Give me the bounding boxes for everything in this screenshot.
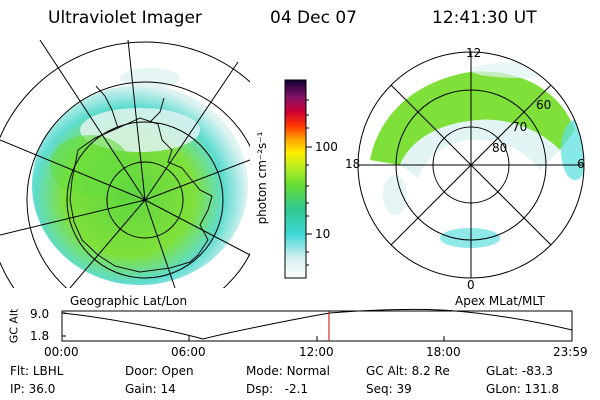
colorbar-tick-10: 10 <box>315 227 331 241</box>
dsp-value: -2.1 <box>284 382 309 396</box>
ip-status: IP: 36.0 <box>10 382 56 396</box>
geographic-map <box>0 40 250 288</box>
dsp-status: Dsp: -2.1 <box>246 382 309 396</box>
altitude-strip <box>61 308 573 342</box>
time-tick-0000: 00:00 <box>44 345 79 359</box>
altitude-ylabel: GC Alt <box>7 308 21 344</box>
seq-status: Seq: 39 <box>366 382 412 396</box>
mlt-label-6: 6 <box>577 157 585 171</box>
time-tick-2359: 23:59 <box>553 345 588 359</box>
mode-value: Normal <box>286 364 330 378</box>
glon-status: GLon: 131.8 <box>486 382 559 396</box>
gcalt-status: GC Alt: 8.2 Re <box>366 364 450 378</box>
mlt-label-18: 18 <box>345 157 361 171</box>
altitude-curve <box>61 308 573 340</box>
right-map-caption: Apex MLat/MLT <box>455 294 545 308</box>
magnetic-map <box>357 51 585 279</box>
filter-value: LBHL <box>32 364 64 378</box>
door-value: Open <box>161 364 194 378</box>
seq-value: 39 <box>396 382 412 396</box>
time-tick-1200: 12:00 <box>299 345 334 359</box>
glon-value: 131.8 <box>524 382 559 396</box>
altitude-ytick-high: 9.0 <box>30 307 50 321</box>
aurora-oval-right <box>370 71 575 165</box>
mlt-label-0: 0 <box>467 278 475 292</box>
glat-value: -83.3 <box>521 364 553 378</box>
instrument-title: Ultraviolet Imager <box>48 8 202 28</box>
gain-status: Gain: 14 <box>125 382 176 396</box>
colorbar-tick-100: 100 <box>315 140 338 154</box>
continent-outline <box>69 117 213 273</box>
mlat-label-60: 60 <box>536 98 552 112</box>
filter-status: Flt: LBHL <box>10 364 64 378</box>
mlat-label-80: 80 <box>492 141 508 155</box>
left-map-caption: Geographic Lat/Lon <box>70 294 188 308</box>
time-tick-1800: 18:00 <box>426 345 461 359</box>
time-label: 12:41:30 UT <box>432 8 537 28</box>
mode-status: Mode: Normal <box>246 364 330 378</box>
glat-status: GLat: -83.3 <box>486 364 553 378</box>
colorbar-unit-label: photon cm⁻²s⁻¹ <box>255 131 269 225</box>
gain-value: 14 <box>160 382 176 396</box>
door-status: Door: Open <box>125 364 194 378</box>
mlt-label-12: 12 <box>466 46 482 60</box>
time-tick-0600: 06:00 <box>171 345 206 359</box>
gcalt-value: 8.2 Re <box>411 364 450 378</box>
date-label: 04 Dec 07 <box>270 8 357 28</box>
ip-value: 36.0 <box>28 382 56 396</box>
mlat-label-70: 70 <box>512 120 528 134</box>
colorbar <box>284 79 307 279</box>
altitude-ytick-low: 1.8 <box>30 329 50 343</box>
